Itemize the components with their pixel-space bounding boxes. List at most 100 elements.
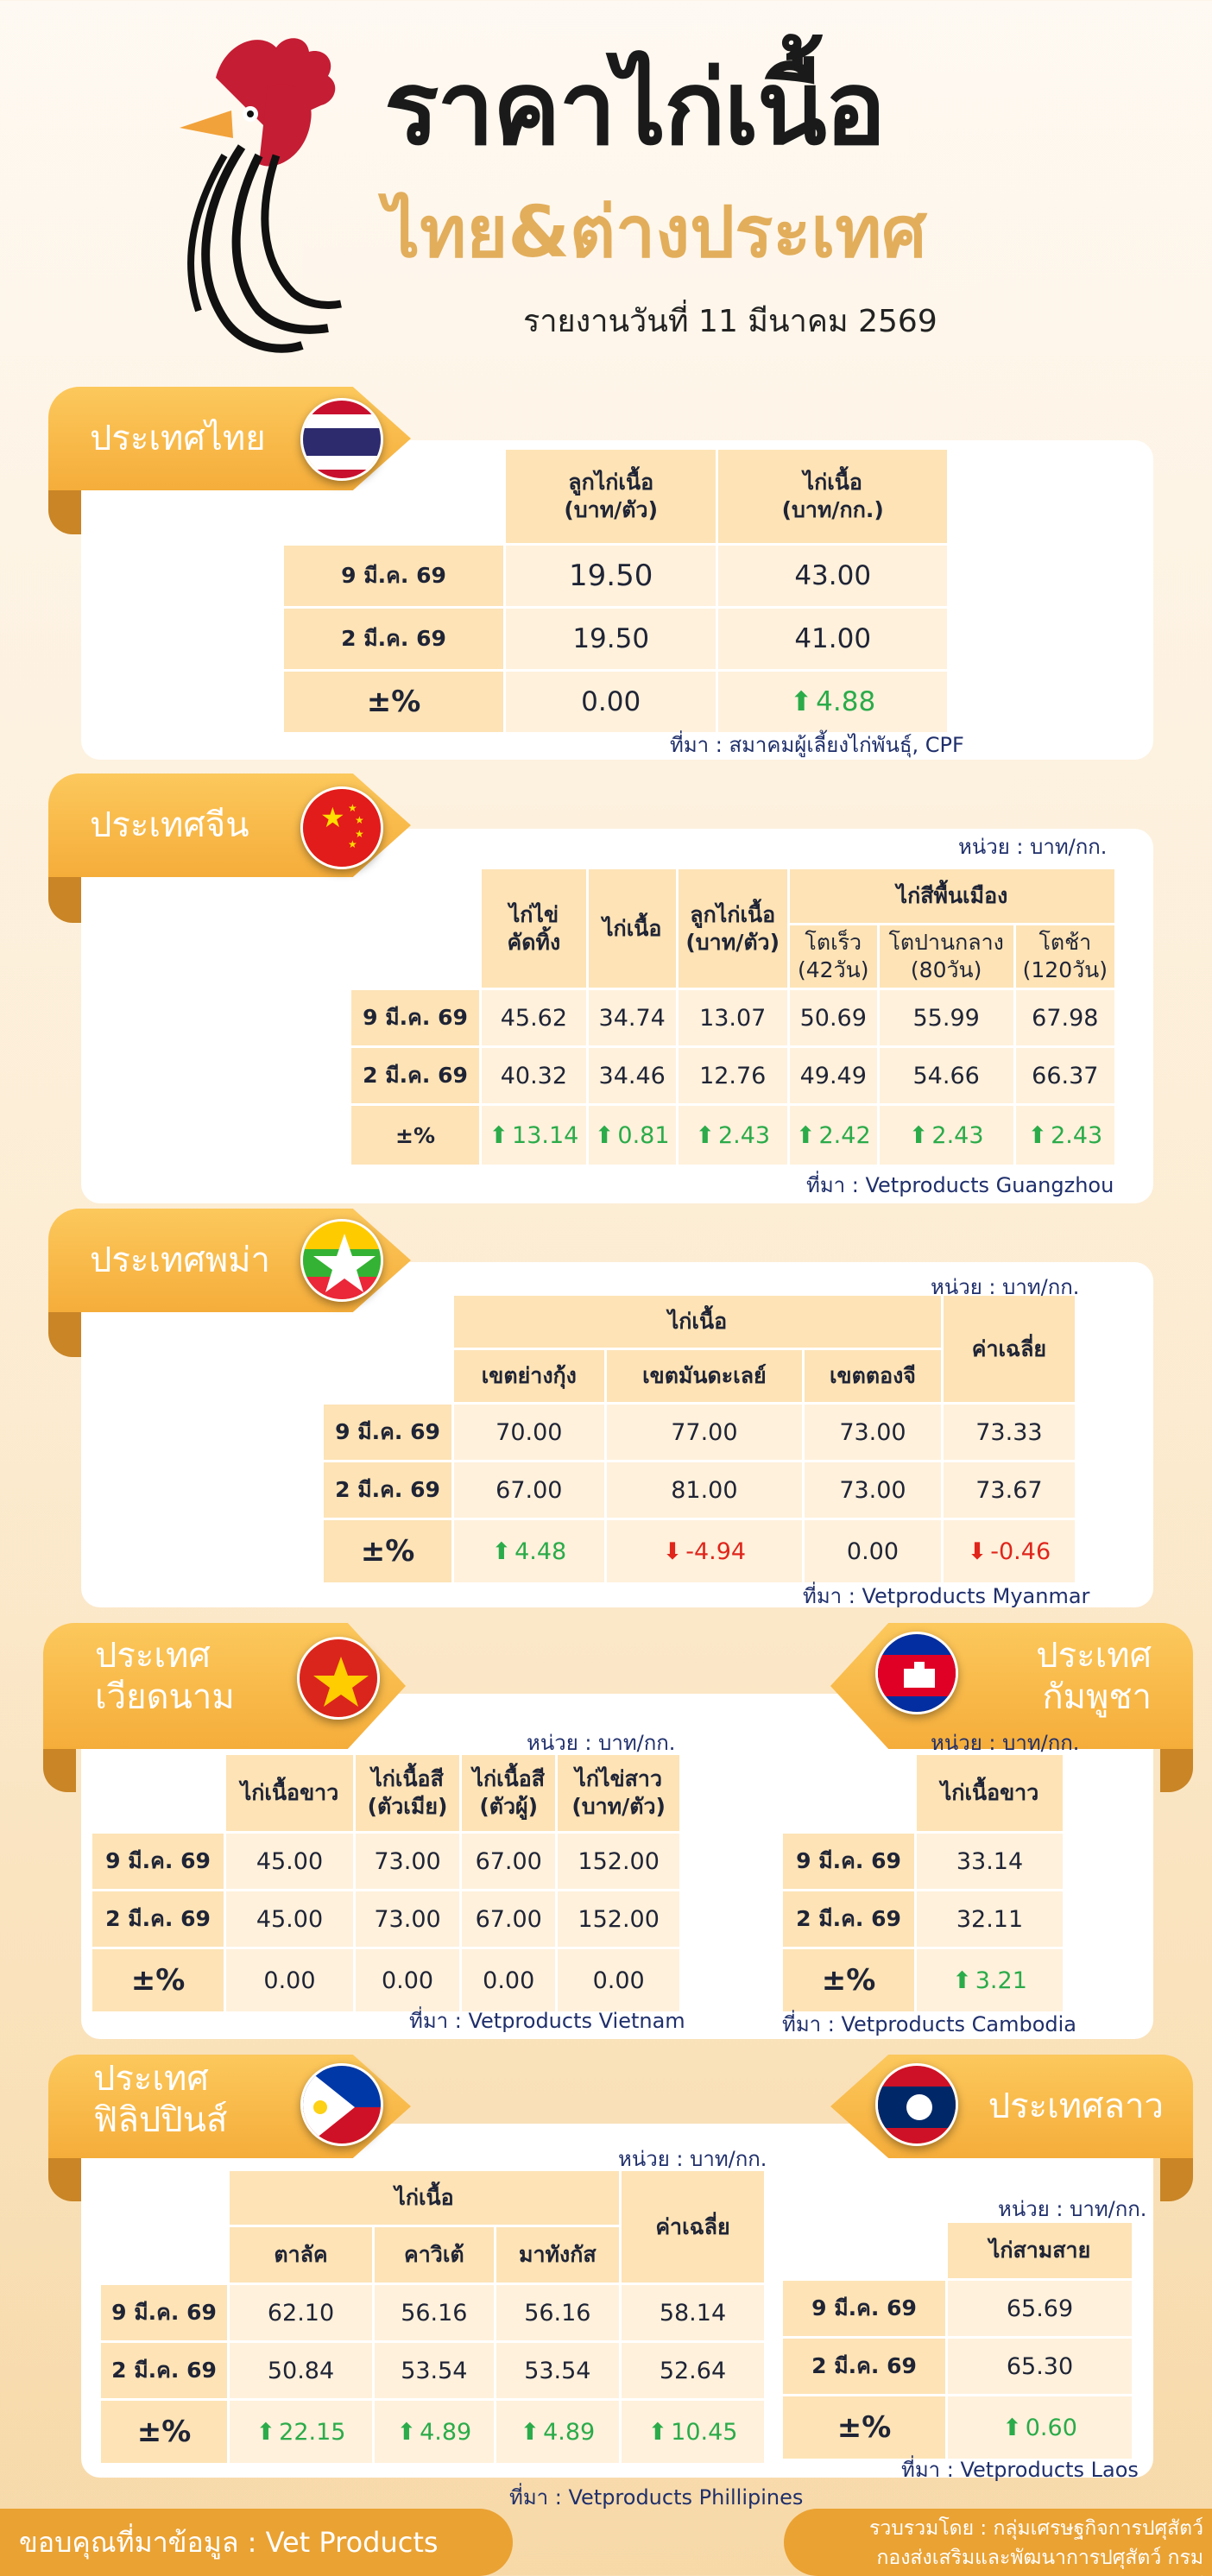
row-label: 9 มี.ค. 69 [351, 990, 479, 1045]
column-header: เขตตองจี [805, 1350, 941, 1402]
table-cell: 40.32 [482, 1048, 586, 1103]
table-cell: 13.07 [678, 990, 787, 1045]
cambodia-table: ไก่เนื้อขาว 9 มี.ค. 69 33.14 2 มี.ค. 69 32… [780, 1752, 1065, 2014]
column-header: ไก่ไข่สาว (บาท/ตัว) [558, 1755, 679, 1831]
column-header: เขตมันดะเลย์ [606, 1350, 803, 1402]
table-cell: 73.33 [943, 1405, 1075, 1460]
table-cell: 34.46 [588, 1048, 676, 1103]
table-cell: 19.50 [506, 546, 716, 606]
svg-text:★: ★ [348, 802, 357, 814]
ribbon-fold [48, 2155, 81, 2201]
column-header: ค่าเฉลี่ย [943, 1296, 1075, 1402]
footer-credit: ขอบคุณที่มาข้อมูล : Vet Products Group [0, 2509, 513, 2576]
pct-cell: 22.15 [230, 2401, 372, 2463]
row-label: ±% [92, 1949, 224, 2011]
row-label: 9 มี.ค. 69 [783, 1834, 914, 1889]
column-header: โตปานกลาง (80วัน) [879, 925, 1013, 988]
column-header: ไก่สามสาย [948, 2223, 1132, 2278]
table-cell: 66.37 [1015, 1048, 1114, 1103]
row-label: 9 มี.ค. 69 [284, 546, 503, 606]
table-cell: 41.00 [718, 609, 947, 669]
china-flag-icon: ★ ★ ★ ★ ★ [300, 786, 383, 869]
laos-name: ประเทศลาว [988, 2087, 1164, 2126]
china-source: ที่มา : Vetproducts Guangzhou [806, 1173, 1114, 1197]
column-header: ตาลัค [230, 2227, 372, 2282]
row-label: 9 มี.ค. 69 [324, 1405, 451, 1460]
vietnam-name: ประเทศ เวียดนาม [95, 1636, 235, 1717]
row-label: 2 มี.ค. 69 [324, 1462, 451, 1518]
pct-cell: 0.00 [558, 1949, 679, 2011]
table-cell: 33.14 [917, 1834, 1063, 1889]
table-cell: 73.00 [355, 1834, 460, 1889]
column-header: ไก่เนื้อสี (ตัวผู้) [462, 1755, 556, 1831]
table-cell: 19.50 [506, 609, 716, 669]
row-label: ±% [783, 2396, 945, 2459]
myanmar-table: ไก่เนื้อ ค่าเฉลี่ย เขตย่างกุ้ง เขตมันดะเลย… [321, 1293, 1077, 1585]
philippines-name: ประเทศ ฟิลิปปินส์ [93, 2059, 228, 2140]
svg-text:★: ★ [348, 838, 357, 850]
pct-cell: 2.42 [789, 1106, 877, 1165]
row-label: 2 มี.ค. 69 [783, 2339, 945, 2394]
row-label: ±% [783, 1949, 914, 2011]
myanmar-flag-icon [300, 1219, 383, 1302]
row-label: 9 มี.ค. 69 [92, 1834, 224, 1889]
column-header: ไก่เนื้อสี (ตัวเมีย) [355, 1755, 460, 1831]
row-label: 2 มี.ค. 69 [351, 1048, 479, 1103]
table-cell: 52.64 [621, 2343, 764, 2398]
table-cell: 73.00 [805, 1462, 941, 1518]
myanmar-name: ประเทศพม่า [90, 1241, 270, 1280]
table-cell: 50.84 [230, 2343, 372, 2398]
pct-cell: 0.81 [588, 1106, 676, 1165]
thailand-source: ที่มา : สมาคมผู้เลี้ยงไก่พันธุ์, CPF [670, 733, 964, 757]
pct-cell: 2.43 [678, 1106, 787, 1165]
svg-text:★: ★ [355, 828, 364, 840]
group-header: ไก่สีพื้นเมือง [789, 869, 1114, 923]
ribbon-fold [43, 1746, 76, 1792]
row-label: 2 มี.ค. 69 [284, 609, 503, 669]
row-label: 2 มี.ค. 69 [101, 2343, 227, 2398]
column-header: โตช้า (120วัน) [1015, 925, 1114, 988]
philippines-source: ที่มา : Vetproducts Phillipines [509, 2485, 804, 2510]
vietnam-unit: หน่วย : บาท/กก. [527, 1731, 676, 1755]
ribbon-fold [1160, 1746, 1193, 1792]
group-header: ไก่เนื้อ [230, 2171, 619, 2225]
table-cell: 34.74 [588, 990, 676, 1045]
table-cell: 152.00 [558, 1834, 679, 1889]
row-label: ±% [101, 2401, 227, 2463]
laos-unit: หน่วย : บาท/กก. [998, 2197, 1147, 2221]
table-cell: 45.62 [482, 990, 586, 1045]
cambodia-source: ที่มา : Vetproducts Cambodia [782, 2012, 1077, 2036]
row-label: 9 มี.ค. 69 [101, 2285, 227, 2340]
table-cell: 45.00 [226, 1834, 353, 1889]
table-cell: 70.00 [454, 1405, 604, 1460]
ribbon-fold [48, 876, 81, 923]
pct-cell: 13.14 [482, 1106, 586, 1165]
table-cell: 67.00 [462, 1834, 556, 1889]
column-header: ค่าเฉลี่ย [621, 2171, 764, 2282]
table-cell: 56.16 [374, 2285, 494, 2340]
row-label: ±% [284, 672, 503, 732]
table-cell: 50.69 [789, 990, 877, 1045]
table-cell: 53.54 [496, 2343, 619, 2398]
row-label: 2 มี.ค. 69 [92, 1891, 224, 1947]
column-header: มาทังกัส [496, 2227, 619, 2282]
svg-text:★: ★ [355, 814, 364, 826]
footer-compiler-line1: รวบรวมโดย : กลุ่มเศรษฐกิจการปศุสัตว์ [869, 2517, 1203, 2540]
column-header: ไก่เนื้อขาว [226, 1755, 353, 1831]
china-table: ไก่ไข่ คัดทิ้ง ไก่เนื้อ ลูกไก่เนื้อ (บาท/ต… [349, 867, 1117, 1167]
table-cell: 49.49 [789, 1048, 877, 1103]
group-header: ไก่เนื้อ [454, 1296, 941, 1348]
table-cell: 152.00 [558, 1891, 679, 1947]
myanmar-source: ที่มา : Vetproducts Myanmar [803, 1584, 1090, 1608]
table-cell: 67.00 [462, 1891, 556, 1947]
table-cell: 12.76 [678, 1048, 787, 1103]
table-cell: 67.98 [1015, 990, 1114, 1045]
thailand-table: ลูกไก่เนื้อ (บาท/ตัว) ไก่เนื้อ (บาท/กก.) … [281, 447, 950, 735]
china-name: ประเทศจีน [90, 805, 249, 845]
philippines-table: ไก่เนื้อ ค่าเฉลี่ย ตาลัค คาวิเต้ มาทังกัส 9… [98, 2169, 767, 2466]
column-header: ลูกไก่เนื้อ (บาท/ตัว) [678, 869, 787, 988]
pct-cell: -0.46 [943, 1520, 1075, 1582]
table-cell: 53.54 [374, 2343, 494, 2398]
pct-cell: 2.43 [1015, 1106, 1114, 1165]
thailand-flag-icon [300, 398, 383, 481]
